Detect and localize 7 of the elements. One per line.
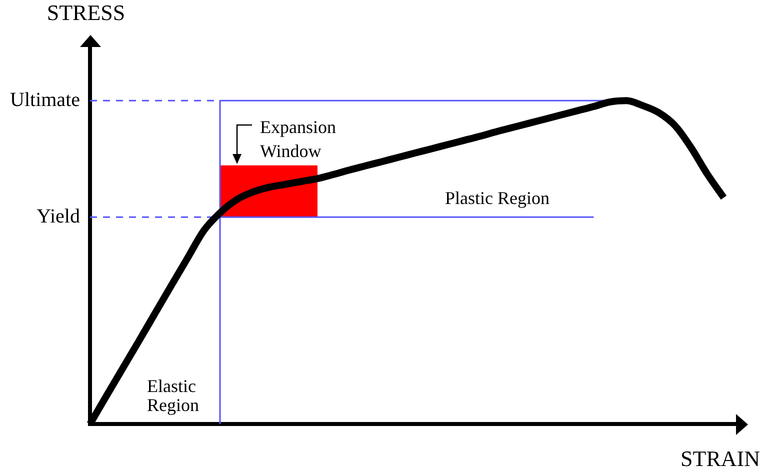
x-axis-title: STRAIN <box>680 446 760 469</box>
annotation: Expansion Window <box>260 117 336 161</box>
y-axis-title: STRESS <box>46 0 126 25</box>
annotation: Plastic Region <box>445 188 550 208</box>
annotation: Elastic Region <box>147 376 200 415</box>
text: Ultimate <box>10 88 80 111</box>
text: Yield <box>36 205 80 228</box>
